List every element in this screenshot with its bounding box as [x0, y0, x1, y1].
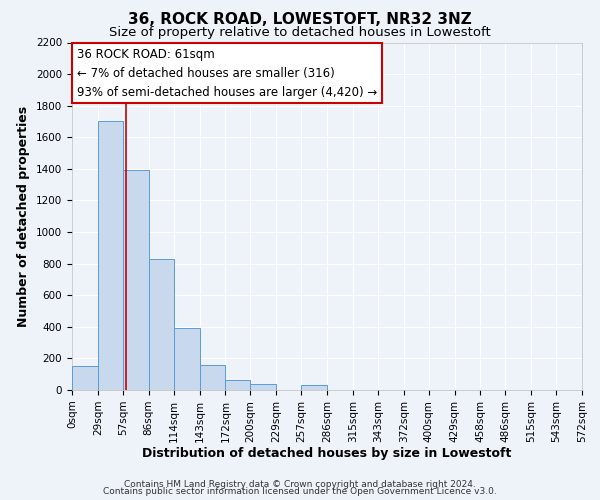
Bar [199, 364, 226, 390]
Bar [173, 328, 199, 390]
Text: 36, ROCK ROAD, LOWESTOFT, NR32 3NZ: 36, ROCK ROAD, LOWESTOFT, NR32 3NZ [128, 12, 472, 28]
Bar [226, 380, 250, 390]
Text: 36 ROCK ROAD: 61sqm
← 7% of detached houses are smaller (316)
93% of semi-detach: 36 ROCK ROAD: 61sqm ← 7% of detached hou… [77, 48, 377, 98]
Text: Contains public sector information licensed under the Open Government Licence v3: Contains public sector information licen… [103, 487, 497, 496]
X-axis label: Distribution of detached houses by size in Lowestoft: Distribution of detached houses by size … [142, 448, 512, 460]
Bar [72, 366, 98, 390]
Text: Size of property relative to detached houses in Lowestoft: Size of property relative to detached ho… [109, 26, 491, 39]
Y-axis label: Number of detached properties: Number of detached properties [17, 106, 31, 327]
Bar [123, 170, 149, 390]
Bar [301, 386, 327, 390]
Bar [250, 384, 276, 390]
Text: Contains HM Land Registry data © Crown copyright and database right 2024.: Contains HM Land Registry data © Crown c… [124, 480, 476, 489]
Bar [149, 259, 173, 390]
Bar [98, 122, 123, 390]
